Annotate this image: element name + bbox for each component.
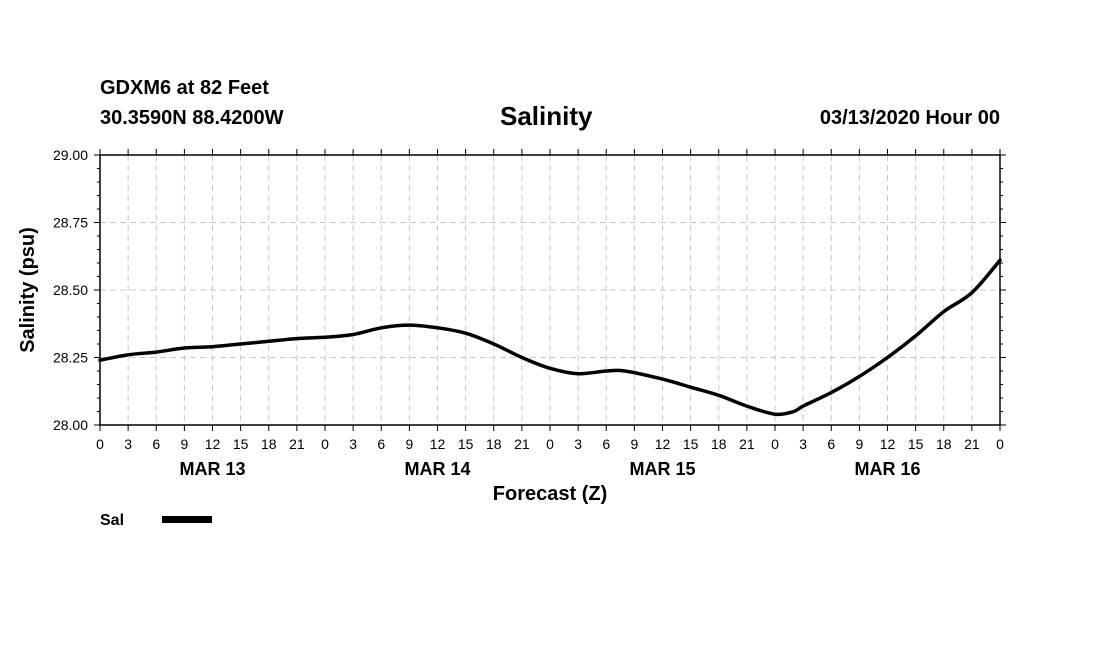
- y-tick-label: 28.25: [53, 350, 88, 366]
- chart-title: Salinity: [500, 101, 593, 131]
- x-tick-label: 12: [430, 436, 446, 452]
- x-day-label: MAR 13: [179, 459, 245, 479]
- y-tick-label: 28.00: [53, 417, 88, 433]
- y-axis-title: Salinity (psu): [17, 227, 39, 353]
- x-tick-label: 15: [458, 436, 474, 452]
- x-tick-label: 3: [349, 436, 357, 452]
- x-tick-label: 9: [405, 436, 413, 452]
- x-tick-label: 3: [574, 436, 582, 452]
- y-tick-label: 28.50: [53, 282, 88, 298]
- y-axis: 29.00 28.75 28.50 28.25 28.00: [53, 147, 1006, 433]
- station-coordinates: 30.3590N 88.4200W: [100, 107, 284, 129]
- plot-frame: [99, 154, 1001, 426]
- x-tick-label: 6: [602, 436, 610, 452]
- x-tick-label: 12: [655, 436, 671, 452]
- x-tick-label: 18: [936, 436, 952, 452]
- x-tick-label: 21: [964, 436, 980, 452]
- y-tick-label: 28.75: [53, 215, 88, 231]
- grid-lines: [100, 155, 1000, 425]
- x-tick-label: 9: [855, 436, 863, 452]
- x-tick-label: 6: [827, 436, 835, 452]
- x-tick-label: 18: [711, 436, 727, 452]
- x-tick-label: 9: [630, 436, 638, 452]
- x-axis-title: Forecast (Z): [493, 483, 607, 505]
- legend: Sal: [100, 512, 212, 529]
- x-tick-label: 3: [799, 436, 807, 452]
- x-tick-label: 15: [233, 436, 249, 452]
- x-tick-label: 0: [321, 436, 329, 452]
- x-tick-label: 15: [683, 436, 699, 452]
- x-tick-label: 6: [377, 436, 385, 452]
- x-tick-label: 21: [739, 436, 755, 452]
- station-title: GDXM6 at 82 Feet: [100, 77, 269, 99]
- series-line-sal: [98, 258, 1002, 417]
- x-tick-label: 0: [546, 436, 554, 452]
- x-day-label: MAR 15: [629, 459, 695, 479]
- x-tick-label: 0: [996, 436, 1004, 452]
- x-tick-label: 12: [880, 436, 896, 452]
- x-tick-label: 0: [771, 436, 779, 452]
- x-tick-label: 9: [180, 436, 188, 452]
- legend-swatch-sal: [162, 516, 212, 523]
- forecast-timestamp: 03/13/2020 Hour 00: [819, 107, 1000, 129]
- x-tick-label: 0: [96, 436, 104, 452]
- x-day-label: MAR 16: [854, 459, 920, 479]
- x-tick-label: 21: [514, 436, 530, 452]
- x-tick-label: 6: [152, 436, 160, 452]
- x-tick-label: 12: [205, 436, 221, 452]
- y-tick-label: 29.00: [53, 147, 88, 163]
- legend-label-sal: Sal: [100, 512, 124, 529]
- x-tick-label: 3: [124, 436, 132, 452]
- x-tick-label: 18: [261, 436, 277, 452]
- x-tick-label: 15: [908, 436, 924, 452]
- x-day-label: MAR 14: [404, 459, 470, 479]
- x-tick-label: 18: [486, 436, 502, 452]
- x-tick-label: 21: [289, 436, 305, 452]
- x-axis: 0 3 6 9 12 15 18 21 0 3 6 9 12 15 18 21 0 3 6 9 12 15 18 21 0 3 6 9…: [96, 149, 1004, 479]
